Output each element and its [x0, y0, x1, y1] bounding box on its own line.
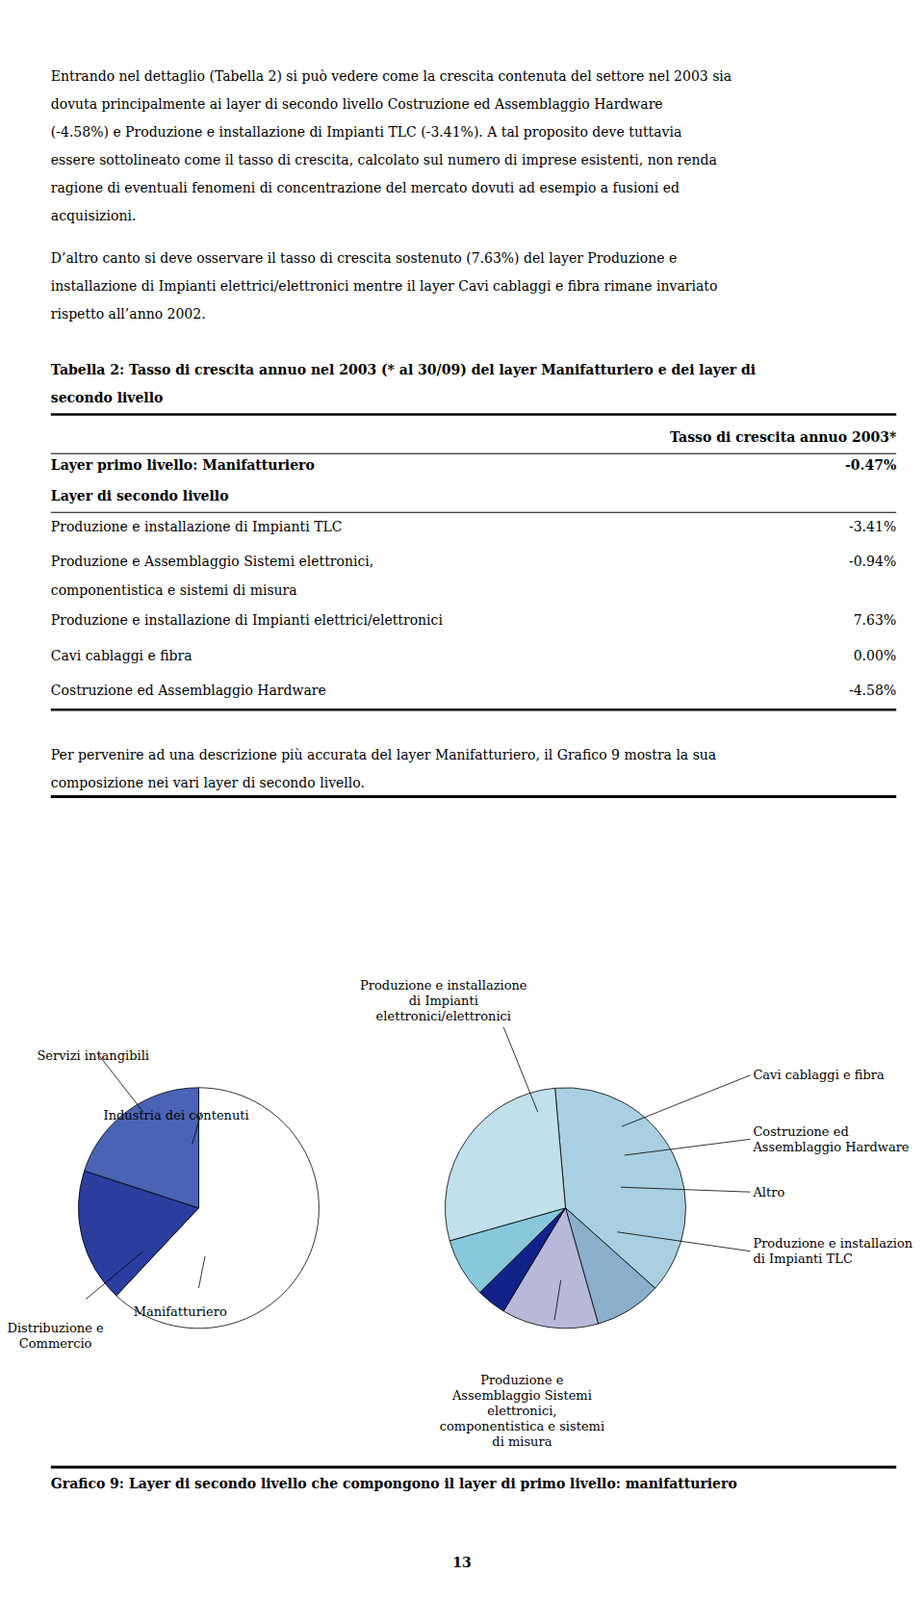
- svg-text:acquisizioni.: acquisizioni.: [51, 207, 137, 224]
- svg-text:Per pervenire ad una descrizio: Per pervenire ad una descrizione più acc…: [51, 746, 717, 763]
- svg-text:installazione di Impianti elet: installazione di Impianti elettrici/elet…: [51, 278, 719, 294]
- svg-text:componentistica e sistemi: componentistica e sistemi: [439, 1418, 605, 1434]
- svg-text:Tabella 2: Tasso di crescita a: Tabella 2: Tasso di crescita annuo nel 2…: [51, 361, 756, 378]
- svg-text:Grafico 9: Layer di secondo li: Grafico 9: Layer di secondo livello che …: [51, 1475, 738, 1491]
- svg-text:Produzione e installazione di: Produzione e installazione di Impianti e…: [51, 612, 444, 628]
- svg-text:Produzione e installazione: Produzione e installazione: [359, 977, 528, 993]
- svg-text:-4.58%: -4.58%: [848, 682, 897, 698]
- svg-text:(-4.58%) e Produzione e instal: (-4.58%) e Produzione e installazione di…: [51, 124, 682, 140]
- svg-text:7.63%: 7.63%: [853, 612, 897, 628]
- svg-text:Costruzione ed Assemblaggio Ha: Costruzione ed Assemblaggio Hardware: [51, 682, 327, 698]
- svg-text:0.00%: 0.00%: [853, 647, 897, 664]
- svg-text:Produzione e: Produzione e: [480, 1372, 565, 1387]
- svg-text:Costruzione ed: Costruzione ed: [752, 1124, 848, 1139]
- svg-text:Commercio: Commercio: [19, 1335, 93, 1351]
- svg-text:Layer di secondo livello: Layer di secondo livello: [51, 487, 230, 504]
- svg-text:di Impianti TLC: di Impianti TLC: [752, 1251, 852, 1266]
- svg-text:Assemblaggio Sistemi: Assemblaggio Sistemi: [451, 1387, 592, 1403]
- svg-text:Produzione e installazion: Produzione e installazion: [752, 1235, 913, 1251]
- svg-text:dovuta principalmente ai layer: dovuta principalmente ai layer di second…: [51, 96, 664, 112]
- svg-text:essere sottolineato come il ta: essere sottolineato come il tasso di cre…: [51, 152, 718, 168]
- svg-text:di misura: di misura: [491, 1434, 552, 1449]
- svg-text:-0.47%: -0.47%: [845, 457, 897, 473]
- svg-text:Industria dei contenuti: Industria dei contenuti: [103, 1107, 250, 1123]
- svg-text:-3.41%: -3.41%: [848, 518, 897, 535]
- svg-text:Assemblaggio Hardware: Assemblaggio Hardware: [751, 1139, 909, 1155]
- svg-text:Cavi cablaggi e fibra: Cavi cablaggi e fibra: [752, 1067, 885, 1082]
- svg-text:secondo livello: secondo livello: [51, 389, 163, 406]
- svg-text:13: 13: [452, 1554, 471, 1570]
- svg-text:Tasso di crescita annuo 2003*: Tasso di crescita annuo 2003*: [669, 429, 898, 445]
- svg-text:D’altro canto si deve osservar: D’altro canto si deve osservare il tasso…: [51, 250, 677, 266]
- svg-text:composizione nei vari layer di: composizione nei vari layer di secondo l…: [51, 774, 365, 791]
- svg-text:elettronici,: elettronici,: [487, 1403, 557, 1418]
- svg-text:Manifatturiero: Manifatturiero: [133, 1304, 228, 1319]
- svg-text:Servizi intangibili: Servizi intangibili: [36, 1048, 150, 1063]
- svg-text:Altro: Altro: [751, 1184, 785, 1200]
- svg-text:Distribuzione e: Distribuzione e: [6, 1320, 104, 1335]
- svg-text:Cavi cablaggi e fibra: Cavi cablaggi e fibra: [51, 647, 193, 664]
- svg-text:Entrando nel dettaglio (Tabell: Entrando nel dettaglio (Tabella 2) si pu…: [51, 68, 732, 84]
- svg-text:Produzione e Assemblaggio Sist: Produzione e Assemblaggio Sistemi elettr…: [51, 553, 374, 569]
- svg-text:componentistica e sistemi di m: componentistica e sistemi di misura: [51, 582, 298, 598]
- svg-text:ragione di eventuali fenomeni: ragione di eventuali fenomeni di concent…: [51, 179, 680, 196]
- svg-text:rispetto all’anno 2002.: rispetto all’anno 2002.: [51, 306, 206, 322]
- svg-text:-0.94%: -0.94%: [848, 553, 897, 569]
- svg-text:Produzione e installazione di: Produzione e installazione di Impianti T…: [51, 518, 343, 535]
- svg-text:Layer primo livello: Manifattu: Layer primo livello: Manifatturiero: [51, 457, 315, 473]
- svg-text:di Impianti: di Impianti: [409, 993, 479, 1008]
- svg-text:elettronici/elettronici: elettronici/elettronici: [376, 1008, 512, 1024]
